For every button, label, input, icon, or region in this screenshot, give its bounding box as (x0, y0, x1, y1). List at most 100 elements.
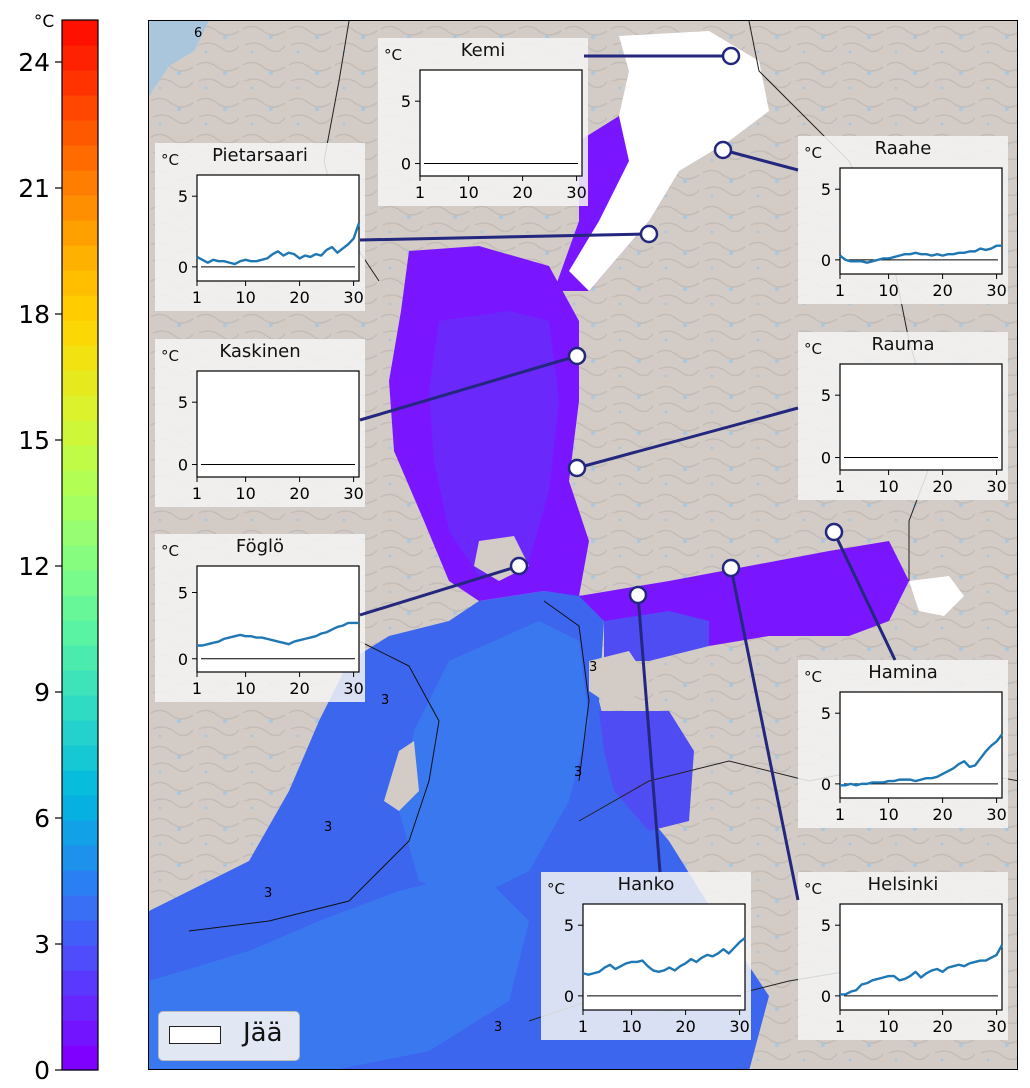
inset-title: Hanko (617, 874, 675, 895)
x-tick-label: 10 (878, 281, 898, 300)
colorbar-band (62, 245, 98, 271)
ice-legend-swatch (169, 1026, 221, 1044)
legend: Jää (158, 1011, 300, 1061)
inset-rauma: 1 10 20 30 0 5 Rauma °C (798, 332, 1008, 500)
contour-label: 3 (381, 693, 389, 708)
inset-chart-rauma: 1 10 20 30 0 5 (821, 363, 1007, 496)
plot-area (582, 903, 746, 1011)
colorbar-band (62, 920, 98, 946)
y-tick-label: 5 (178, 584, 188, 603)
y-tick-label: 5 (564, 916, 574, 935)
inset-chart-raahe: 1 10 20 30 0 5 (821, 167, 1007, 300)
y-tick-label: 0 (821, 251, 831, 270)
series-line (840, 733, 1003, 787)
x-tick-label: 20 (289, 288, 309, 307)
colorbar-band (62, 620, 98, 646)
ice-legend-label: Jää (243, 1018, 283, 1048)
inset-title: Pietarsaari (212, 145, 308, 166)
colorbar-band (62, 195, 98, 221)
x-tick-label: 30 (986, 281, 1006, 300)
colorbar-band (62, 745, 98, 771)
x-tick-label: 20 (932, 1017, 952, 1036)
x-tick-label: 30 (986, 477, 1006, 496)
colorbar-band (62, 420, 98, 446)
colorbar-band (62, 70, 98, 96)
y-tick-label: 0 (821, 775, 831, 794)
y-tick-label: 5 (178, 187, 188, 206)
inset-raahe: 1 10 20 30 0 5 Raahe °C (798, 136, 1008, 304)
contour-label: 3 (494, 1020, 502, 1035)
colorbar-tick-label: 24 (18, 48, 50, 77)
inset-unit-label: °C (804, 340, 822, 358)
inset-unit-label: °C (161, 542, 179, 560)
y-tick-label: 0 (178, 456, 188, 475)
inset-unit-label: °C (547, 880, 565, 898)
colorbar-tick-label: 12 (18, 552, 50, 581)
colorbar-tick-label: 0 (34, 1056, 50, 1085)
colorbar-band (62, 995, 98, 1021)
plot-area (839, 167, 1003, 275)
y-tick-label: 0 (401, 155, 411, 174)
x-tick-label: 20 (932, 477, 952, 496)
x-tick-label: 30 (986, 805, 1006, 824)
x-tick-label: 1 (835, 805, 845, 824)
colorbar-band (62, 945, 98, 971)
colorbar-band (62, 720, 98, 746)
x-tick-label: 20 (289, 679, 309, 698)
x-tick-label: 10 (878, 477, 898, 496)
x-tick-label: 10 (878, 1017, 898, 1036)
series-line (840, 944, 1004, 996)
colorbar-band (62, 495, 98, 521)
series-line (839, 244, 1002, 264)
inset-chart-hanko: 1 10 20 30 0 5 (564, 903, 750, 1036)
colorbar-band (62, 370, 98, 396)
colorbar-band (62, 220, 98, 246)
y-tick-label: 5 (821, 704, 831, 723)
contour-label: 3 (589, 660, 597, 675)
contour-label: 3 (574, 765, 582, 780)
inset-chart-kemi: 1 10 20 30 0 5 (401, 69, 587, 202)
x-tick-label: 10 (621, 1017, 641, 1036)
x-tick-label: 1 (192, 679, 202, 698)
y-tick-label: 5 (821, 180, 831, 199)
plot-area (839, 363, 1003, 471)
y-tick-label: 0 (178, 258, 188, 277)
x-tick-label: 1 (578, 1017, 588, 1036)
x-tick-label: 20 (512, 183, 532, 202)
x-tick-label: 30 (343, 288, 363, 307)
colorbar-tick-label: 9 (34, 678, 50, 707)
inset-unit-label: °C (161, 347, 179, 365)
isotherm-3-east (543, 600, 590, 782)
inset-hamina: 1 10 20 30 0 5 Hamina °C (798, 660, 1008, 828)
y-tick-label: 5 (178, 393, 188, 412)
colorbar-band (62, 970, 98, 996)
colorbar-band (62, 870, 98, 896)
y-tick-label: 5 (821, 386, 831, 405)
norwegian-sea (149, 21, 209, 96)
x-tick-label: 10 (235, 679, 255, 698)
plot-area (196, 370, 360, 478)
y-tick-label: 5 (821, 916, 831, 935)
colorbar-band (62, 520, 98, 546)
colorbar-band (62, 645, 98, 671)
y-tick-label: 0 (821, 449, 831, 468)
y-tick-label: 0 (821, 987, 831, 1006)
colorbar-band (62, 770, 98, 796)
colorbar-band (62, 45, 98, 71)
inset-f-gl-: 1 10 20 30 0 5 Föglö °C (155, 534, 365, 702)
estonian-islands (589, 651, 649, 711)
x-tick-label: 30 (566, 183, 586, 202)
contour-label: 3 (324, 820, 332, 835)
colorbar-band (62, 845, 98, 871)
x-tick-label: 1 (192, 484, 202, 503)
inset-title: Kemi (460, 40, 506, 61)
colorbar-band (62, 320, 98, 346)
inset-chart-pietarsaari: 1 10 20 30 0 5 (178, 174, 364, 307)
inset-unit-label: °C (384, 46, 402, 64)
inset-title: Kaskinen (219, 341, 301, 362)
x-tick-label: 20 (289, 484, 309, 503)
inset-chart-f-gl-: 1 10 20 30 0 5 (178, 565, 364, 698)
inset-kemi: 1 10 20 30 0 5 Kemi °C (378, 38, 588, 206)
colorbar-band (62, 795, 98, 821)
colorbar-band (62, 295, 98, 321)
